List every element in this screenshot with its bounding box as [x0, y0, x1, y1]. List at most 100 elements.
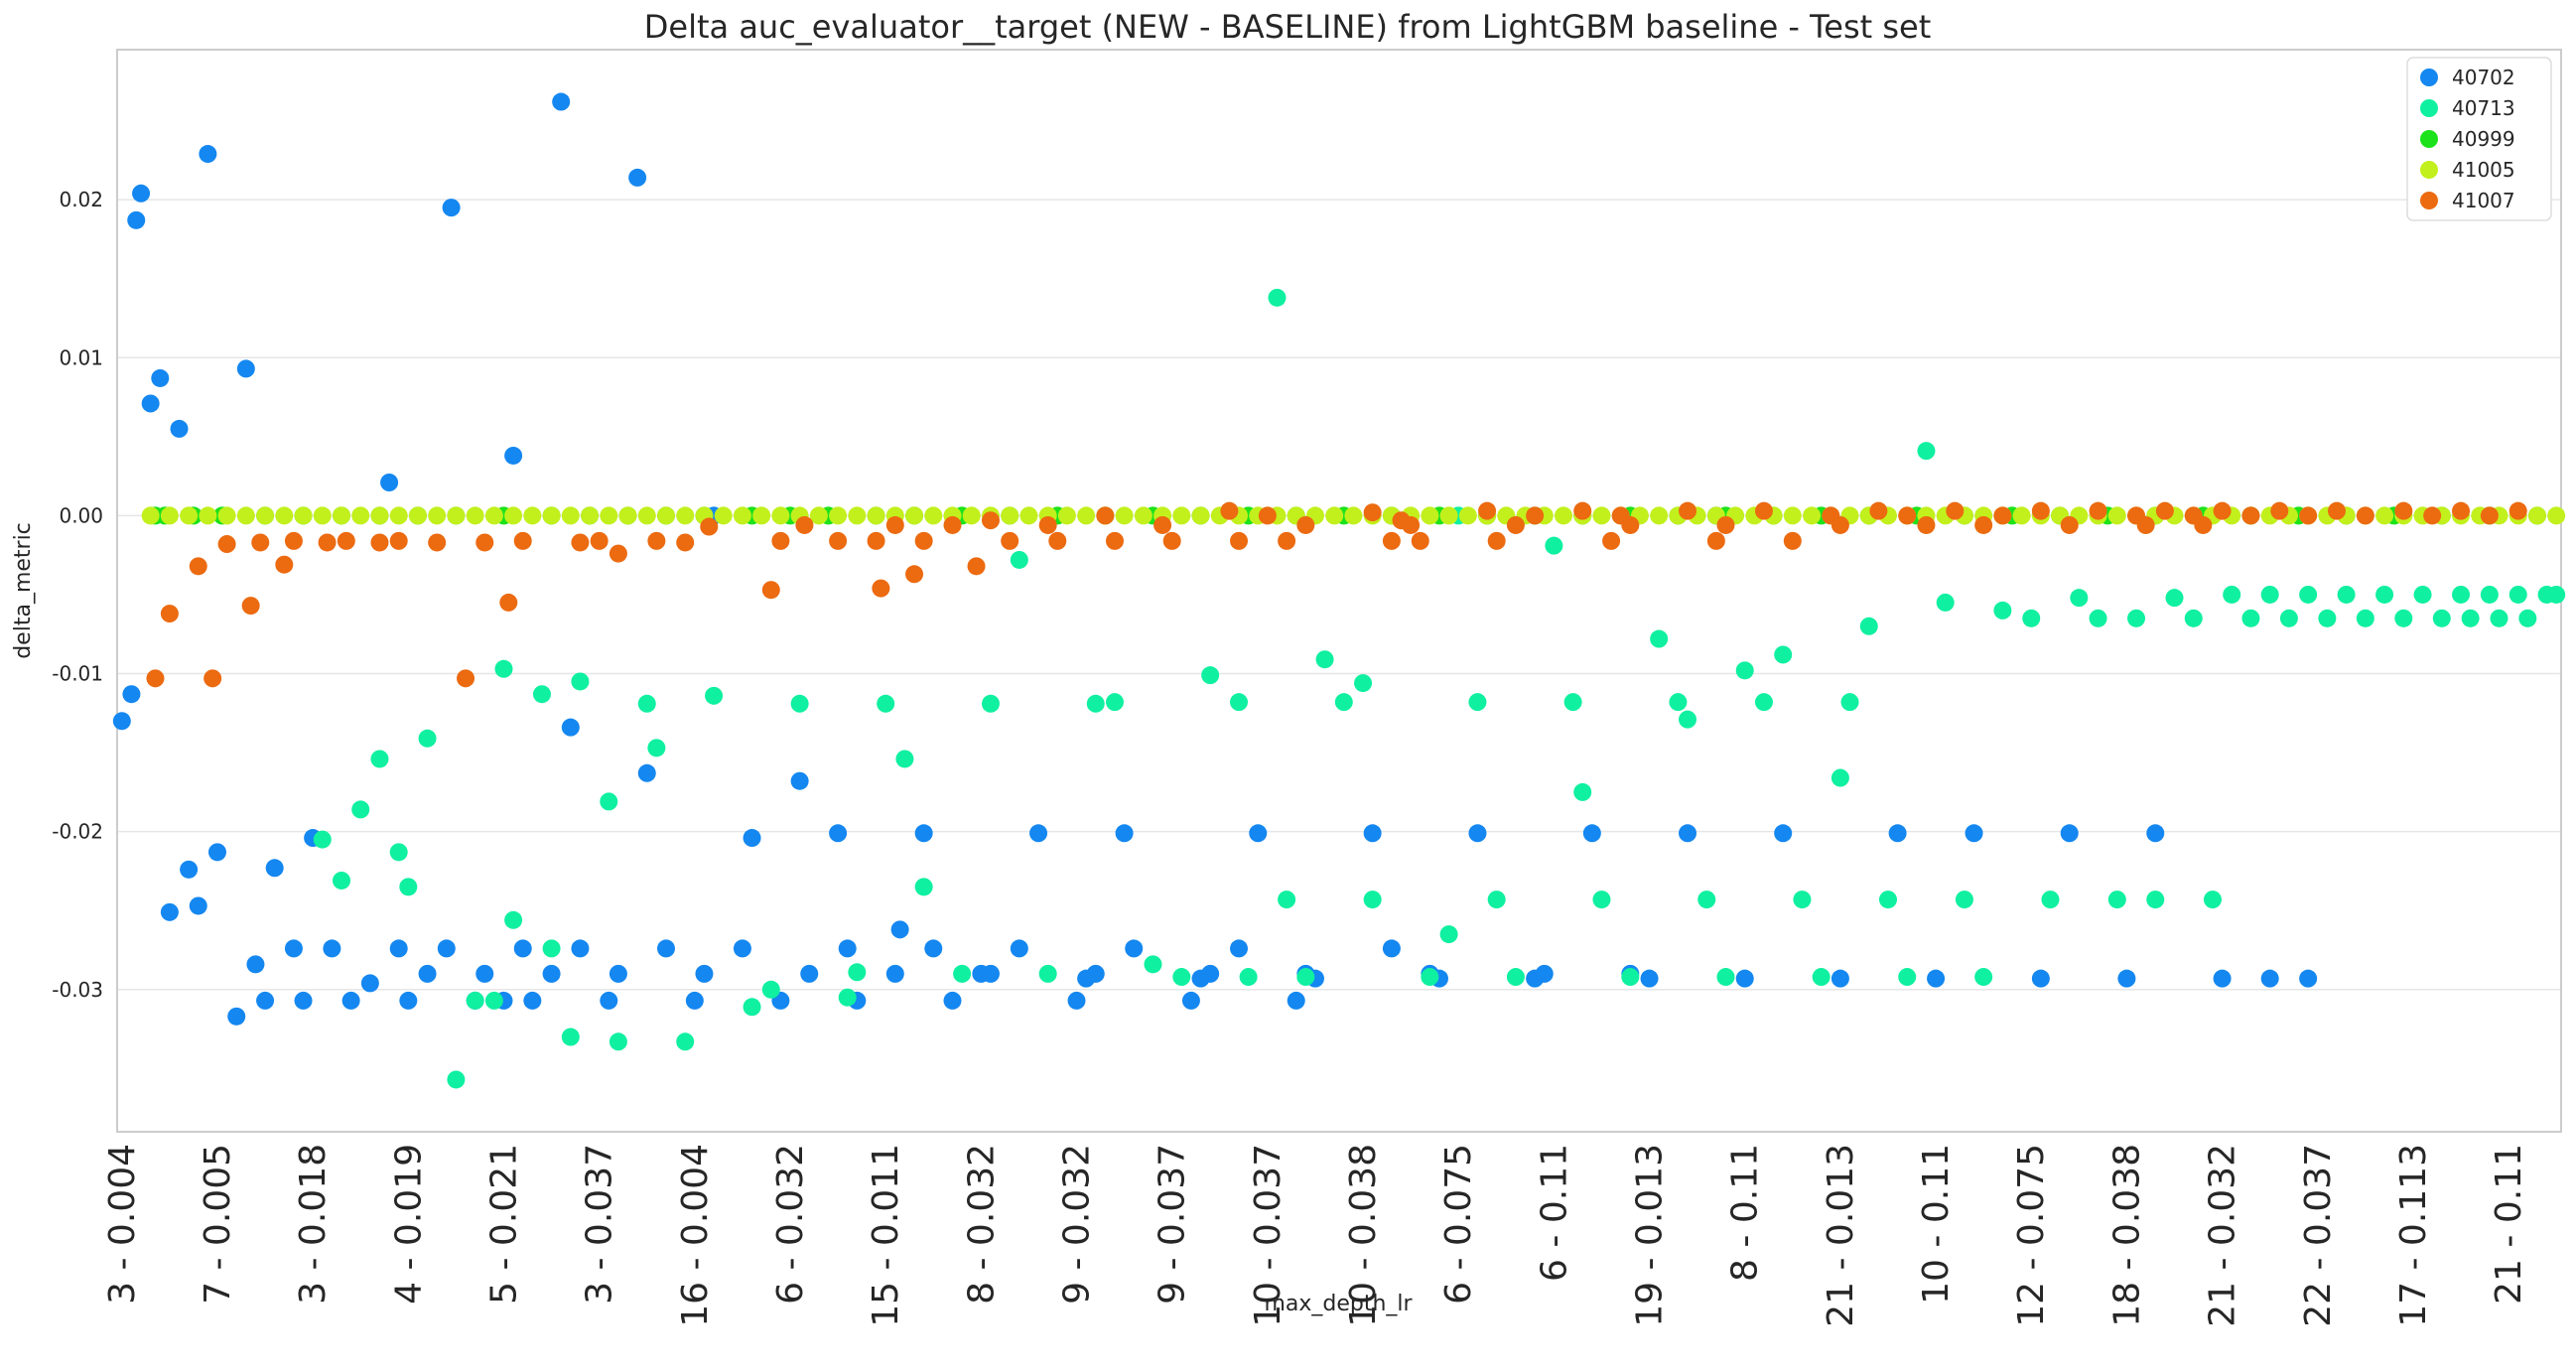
data-point — [1859, 617, 1878, 635]
data-point — [981, 511, 1000, 530]
x-tick-label: 3 - 0.004 — [102, 1144, 143, 1304]
y-tick-label: 0.00 — [59, 503, 103, 527]
data-point — [2117, 969, 2136, 988]
x-tick-label: 10 - 0.037 — [1248, 1144, 1288, 1327]
data-point — [1382, 939, 1401, 958]
data-point — [313, 506, 332, 525]
x-tick-label: 16 - 0.004 — [675, 1144, 716, 1327]
data-point — [1716, 515, 1735, 534]
data-point — [1830, 515, 1849, 534]
data-point — [1468, 693, 1487, 712]
data-point — [1640, 969, 1659, 988]
data-point — [800, 964, 819, 983]
data-point — [2318, 609, 2337, 627]
data-point — [2213, 969, 2232, 988]
data-point — [389, 531, 408, 550]
data-point — [2089, 609, 2107, 627]
y-tick-label: -0.02 — [52, 820, 103, 844]
data-point — [2508, 585, 2527, 604]
legend: 40702 40713 40999 41005 41007 — [2406, 57, 2552, 221]
data-point — [360, 974, 379, 993]
data-point — [1057, 506, 1076, 525]
data-point — [714, 506, 733, 525]
data-point — [1220, 501, 1239, 520]
data-point — [1439, 506, 1458, 525]
data-point — [484, 991, 503, 1010]
data-point — [389, 939, 408, 958]
data-point — [877, 694, 895, 713]
data-point — [1354, 674, 1373, 693]
data-point — [905, 506, 924, 525]
data-point — [236, 359, 255, 378]
data-point — [2107, 891, 2126, 909]
data-point — [2279, 609, 2298, 627]
data-point — [1363, 891, 1382, 909]
data-point — [251, 533, 270, 552]
x-tick-label: 10 - 0.038 — [1343, 1144, 1384, 1327]
y-tick-label: 0.01 — [59, 345, 103, 369]
data-point — [676, 1032, 695, 1051]
data-point — [561, 1028, 580, 1046]
data-point — [1621, 515, 1640, 534]
x-tick-label: 17 - 0.113 — [2393, 1144, 2434, 1327]
data-point — [600, 991, 618, 1010]
data-point — [914, 878, 933, 896]
data-point — [1650, 629, 1669, 648]
data-point — [953, 964, 972, 983]
y-axis-label: delta_metric — [11, 522, 36, 659]
data-point — [1706, 531, 1725, 550]
data-point — [561, 506, 580, 525]
data-point — [1993, 601, 2012, 619]
data-point — [475, 533, 494, 552]
data-point — [1898, 506, 1917, 525]
x-tick-label: 4 - 0.019 — [388, 1144, 429, 1304]
data-point — [256, 991, 275, 1010]
data-point — [151, 368, 170, 387]
chart-title: Delta auc_evaluator__target (NEW - BASEL… — [644, 8, 1931, 46]
x-tick-label: 19 - 0.013 — [1630, 1144, 1671, 1327]
data-point — [872, 579, 890, 598]
data-point — [1783, 506, 1802, 525]
data-point — [2423, 506, 2442, 525]
data-point — [1592, 506, 1611, 525]
y-tick-label: -0.03 — [52, 978, 103, 1002]
data-point — [2089, 501, 2107, 520]
data-point — [1716, 968, 1735, 987]
data-point — [313, 830, 332, 849]
data-point — [2299, 585, 2318, 604]
data-point — [2136, 515, 2155, 534]
data-point — [1296, 968, 1315, 987]
x-tick-label: 8 - 0.032 — [961, 1144, 1002, 1304]
data-point — [1038, 515, 1057, 534]
data-point — [1878, 891, 1897, 909]
data-point — [2299, 506, 2318, 525]
data-point — [542, 506, 561, 525]
data-point — [1679, 824, 1697, 843]
data-point — [122, 685, 141, 704]
x-tick-label: 6 - 0.032 — [770, 1144, 811, 1304]
data-point — [127, 210, 146, 229]
data-point — [513, 939, 532, 958]
data-point — [1325, 506, 1344, 525]
data-point — [1955, 891, 1973, 909]
data-point — [1249, 824, 1268, 843]
data-point — [618, 506, 637, 525]
legend-marker — [2420, 99, 2438, 117]
data-point — [914, 531, 933, 550]
data-point — [1287, 991, 1305, 1010]
data-point — [2375, 585, 2394, 604]
data-point — [2452, 585, 2471, 604]
data-point — [1602, 531, 1621, 550]
data-point — [1001, 506, 1019, 525]
data-point — [733, 506, 751, 525]
data-point — [1487, 531, 1506, 550]
data-point — [743, 829, 761, 848]
data-point — [761, 980, 780, 999]
data-point — [370, 506, 389, 525]
data-point — [1162, 531, 1181, 550]
data-point — [333, 506, 351, 525]
data-point — [867, 506, 885, 525]
data-point — [418, 964, 437, 983]
data-point — [752, 506, 771, 525]
